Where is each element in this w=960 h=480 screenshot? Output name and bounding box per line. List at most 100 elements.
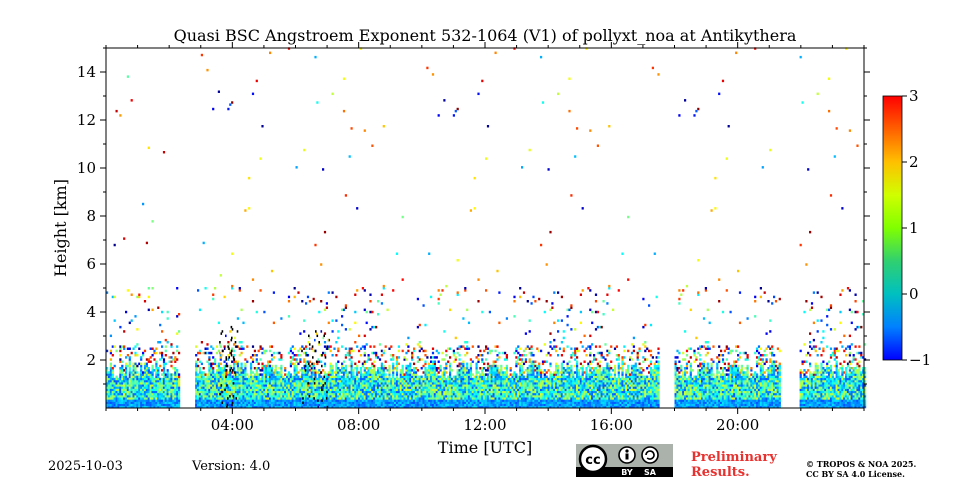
heatmap-cell <box>399 384 402 387</box>
heatmap-cell <box>248 397 251 400</box>
heatmap-cell <box>433 399 436 402</box>
heatmap-cell <box>267 392 270 396</box>
heatmap-cell <box>513 373 516 376</box>
heatmap-cell <box>244 390 247 394</box>
heatmap-cell <box>240 392 243 396</box>
heatmap-cell <box>430 295 433 299</box>
heatmap-cell <box>178 377 181 381</box>
heatmap-cell <box>331 375 334 379</box>
heatmap-cell <box>229 330 232 333</box>
heatmap-cell <box>214 358 217 361</box>
heatmap-cell <box>106 382 109 385</box>
heatmap-cell <box>176 392 179 396</box>
heatmap-cell <box>341 308 344 312</box>
heatmap-cell <box>306 295 310 299</box>
heatmap-cell <box>234 375 238 379</box>
heatmap-cells <box>106 47 867 409</box>
heatmap-cell <box>306 386 310 389</box>
heatmap-cell <box>452 390 455 394</box>
heatmap-cell <box>130 319 133 322</box>
heatmap-cell <box>174 401 177 404</box>
heatmap-cell <box>202 384 205 387</box>
heatmap-cell <box>358 379 361 383</box>
heatmap-cell <box>485 405 488 409</box>
heatmap-cell <box>217 373 220 376</box>
heatmap-cell <box>471 395 474 398</box>
heatmap-cell <box>106 291 109 294</box>
heatmap-cell <box>555 362 558 366</box>
heatmap-cell <box>526 386 529 389</box>
heatmap-cell <box>369 392 372 396</box>
heatmap-cell <box>483 403 486 407</box>
heatmap-cell <box>399 388 402 392</box>
heatmap-cell <box>413 397 416 400</box>
heatmap-cell <box>198 390 202 394</box>
heatmap-cell <box>522 388 526 392</box>
heatmap-cell <box>214 399 217 402</box>
heatmap-cell <box>166 377 169 381</box>
heatmap-cell <box>339 379 342 383</box>
heatmap-cell <box>504 351 507 355</box>
heatmap-cell <box>377 367 380 370</box>
heatmap-cell <box>392 379 395 383</box>
heatmap-cell <box>272 405 275 409</box>
heatmap-cell <box>170 379 173 383</box>
heatmap-cell <box>253 375 256 379</box>
heatmap-cell <box>255 401 258 404</box>
heatmap-cell <box>198 397 202 400</box>
heatmap-cell <box>416 356 419 359</box>
heatmap-cell <box>428 386 431 389</box>
heatmap-cell <box>403 379 406 383</box>
heatmap-cell <box>486 125 490 128</box>
heatmap-cell <box>223 360 226 363</box>
heatmap-cell <box>272 390 275 394</box>
heatmap-cell <box>394 392 397 396</box>
heatmap-cell <box>557 401 560 404</box>
heatmap-cell <box>303 382 306 385</box>
heatmap-cell <box>538 369 541 372</box>
heatmap-cell <box>536 401 539 404</box>
heatmap-cell <box>346 403 349 407</box>
heatmap-cell <box>123 386 126 389</box>
heatmap-cell <box>524 382 527 385</box>
heatmap-cell <box>513 395 516 398</box>
heatmap-cell <box>244 371 247 374</box>
heatmap-cell <box>392 373 395 376</box>
heatmap-cell <box>553 395 556 398</box>
heatmap-cell <box>107 403 111 407</box>
heatmap-cell <box>323 308 327 312</box>
heatmap-cell <box>223 397 226 400</box>
heatmap-cell <box>170 377 173 381</box>
heatmap-cell <box>367 382 370 385</box>
heatmap-cell <box>253 405 256 409</box>
heatmap-cell <box>521 390 524 394</box>
heatmap-cell <box>352 395 355 398</box>
heatmap-cell <box>149 390 152 394</box>
heatmap-cell <box>390 345 393 348</box>
heatmap-cell <box>278 392 281 396</box>
heatmap-cell <box>282 382 285 385</box>
heatmap-cell <box>477 92 480 96</box>
heatmap-cell <box>253 401 256 404</box>
heatmap-cell <box>494 371 497 374</box>
heatmap-cell <box>276 401 279 404</box>
heatmap-cell <box>405 373 408 376</box>
heatmap-cell <box>240 351 243 355</box>
heatmap-cell <box>267 373 270 376</box>
heatmap-cell <box>456 373 459 376</box>
heatmap-cell <box>242 371 245 374</box>
heatmap-cell <box>498 403 501 407</box>
heatmap-cell <box>289 397 292 400</box>
heatmap-cell <box>339 388 342 392</box>
heatmap-cell <box>335 373 338 376</box>
heatmap-cell <box>522 371 526 374</box>
heatmap-cell <box>293 369 296 372</box>
heatmap-cell <box>422 377 425 381</box>
heatmap-cell <box>234 373 238 376</box>
heatmap-cell <box>109 379 112 383</box>
heatmap-cell <box>306 367 310 370</box>
heatmap-cell <box>517 377 520 381</box>
heatmap-cell <box>377 392 380 396</box>
heatmap-cell <box>515 349 518 353</box>
